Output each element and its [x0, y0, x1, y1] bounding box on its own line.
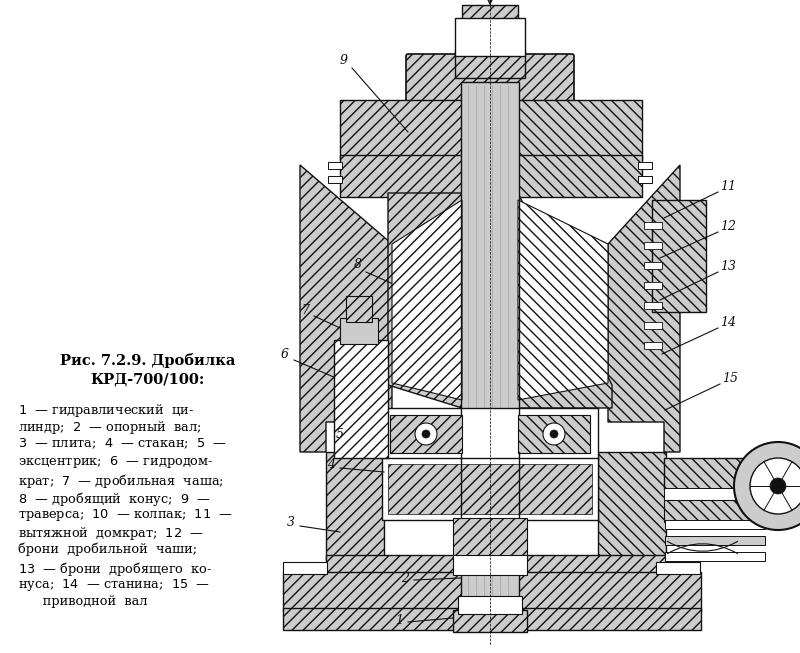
Bar	[390, 415, 462, 453]
Bar	[328, 176, 342, 183]
Bar	[664, 500, 780, 522]
Text: вытяжной  домкрат;  $\mathit{12}$  —: вытяжной домкрат; $\mathit{12}$ —	[18, 524, 204, 541]
Bar	[638, 176, 652, 183]
Polygon shape	[518, 193, 612, 408]
Text: приводной  вал: приводной вал	[18, 594, 147, 607]
Text: эксцентрик;  $\mathit{6}$  — гидродом-: эксцентрик; $\mathit{6}$ — гидродом-	[18, 454, 214, 471]
Text: 1: 1	[395, 614, 403, 626]
Text: крат;  $\mathit{7}$  — дробильная  чаша;: крат; $\mathit{7}$ — дробильная чаша;	[18, 472, 224, 490]
Bar	[518, 100, 642, 160]
Text: 3: 3	[287, 517, 295, 530]
Text: 2: 2	[401, 571, 409, 584]
Bar	[518, 155, 642, 197]
Text: $\mathit{8}$  — дробящий  конус;  $\mathit{9}$  —: $\mathit{8}$ — дробящий конус; $\mathit{…	[18, 490, 210, 507]
Text: 12: 12	[720, 219, 736, 232]
Text: брони  дробильной  чаши;: брони дробильной чаши;	[18, 542, 197, 556]
Bar	[644, 222, 662, 229]
Text: 11: 11	[720, 180, 736, 193]
Bar	[340, 155, 462, 197]
Bar	[462, 5, 518, 23]
Circle shape	[422, 430, 430, 438]
Bar	[665, 520, 765, 529]
Text: 9: 9	[340, 54, 348, 67]
Bar	[656, 562, 700, 574]
Bar	[453, 610, 527, 632]
Bar	[665, 552, 765, 561]
Circle shape	[734, 442, 800, 530]
Bar	[346, 296, 372, 322]
Text: нуса;  $\mathit{14}$  — станина;  $\mathit{15}$  —: нуса; $\mathit{14}$ — станина; $\mathit{…	[18, 577, 210, 593]
Text: КРД-700/100:: КРД-700/100:	[91, 372, 205, 386]
Bar	[382, 458, 598, 520]
Bar	[340, 100, 462, 160]
Bar	[334, 340, 388, 458]
Text: траверса;  $\mathit{10}$  — колпак;  $\mathit{11}$  —: траверса; $\mathit{10}$ — колпак; $\math…	[18, 507, 233, 523]
Bar	[664, 458, 780, 490]
Text: 8: 8	[354, 259, 362, 272]
Bar	[326, 452, 384, 560]
Bar	[283, 608, 701, 630]
Text: 6: 6	[281, 347, 289, 360]
Bar	[665, 536, 765, 545]
Text: $\mathit{3}$  — плита;  $\mathit{4}$  — стакан;  $\mathit{5}$  —: $\mathit{3}$ — плита; $\mathit{4}$ — ста…	[18, 437, 227, 451]
Polygon shape	[300, 165, 392, 452]
Bar	[644, 282, 662, 289]
Text: $\mathit{13}$  — брони  дробящего  ко-: $\mathit{13}$ — брони дробящего ко-	[18, 560, 212, 577]
Bar	[644, 262, 662, 269]
FancyBboxPatch shape	[406, 54, 574, 110]
Circle shape	[750, 458, 800, 514]
Bar	[455, 50, 525, 78]
Text: 4: 4	[327, 458, 335, 471]
Text: 7: 7	[301, 304, 309, 317]
Text: 5: 5	[336, 428, 344, 441]
Bar	[644, 322, 662, 329]
Bar	[644, 302, 662, 309]
Bar	[283, 572, 701, 612]
Polygon shape	[392, 200, 462, 400]
Text: $\mathit{1}$  — гидравлический  ци-: $\mathit{1}$ — гидравлический ци-	[18, 402, 194, 419]
Bar	[458, 596, 522, 614]
Text: Рис. 7.2.9. Дробилка: Рис. 7.2.9. Дробилка	[60, 353, 236, 368]
Bar	[598, 452, 666, 560]
Bar	[644, 242, 662, 249]
Bar	[382, 408, 598, 460]
Text: 14: 14	[720, 315, 736, 328]
Polygon shape	[518, 200, 608, 400]
Text: 13: 13	[720, 259, 736, 272]
Bar	[461, 82, 519, 622]
Circle shape	[543, 423, 565, 445]
Bar	[455, 18, 525, 56]
Bar	[638, 162, 652, 169]
Bar	[461, 82, 519, 622]
Bar	[388, 464, 592, 514]
Polygon shape	[388, 193, 462, 408]
Bar	[652, 200, 706, 312]
Text: линдр;  $\mathit{2}$  — опорный  вал;: линдр; $\mathit{2}$ — опорный вал;	[18, 419, 202, 436]
Bar	[340, 318, 378, 344]
Circle shape	[770, 478, 786, 494]
Bar	[518, 415, 590, 453]
Circle shape	[415, 423, 437, 445]
Circle shape	[550, 430, 558, 438]
Bar	[453, 518, 527, 558]
Bar	[328, 162, 342, 169]
Bar	[453, 555, 527, 575]
Bar	[664, 488, 780, 502]
Bar	[326, 555, 666, 573]
Bar	[644, 342, 662, 349]
Text: 15: 15	[722, 372, 738, 385]
Bar	[283, 562, 327, 574]
Polygon shape	[608, 165, 680, 452]
